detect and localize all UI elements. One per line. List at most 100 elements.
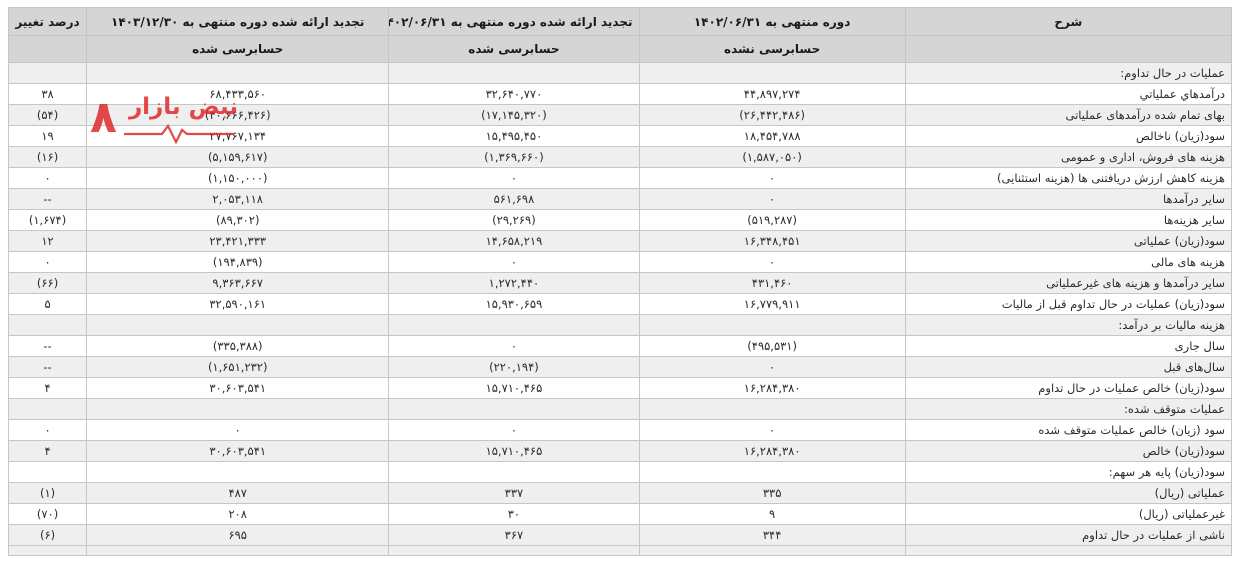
value-restated-interim — [388, 545, 640, 556]
value-period-unaudited: (۱,۵۸۷,۰۵۰) — [638, 146, 906, 168]
value-percent-change: ۰ — [7, 167, 88, 189]
value-percent-change: (۱۶) — [7, 146, 88, 168]
table-row: هزینه های فروش، اداری و عمومی (۱,۵۸۷,۰۵۰… — [7, 146, 1233, 168]
value-restated-interim: (۱۷,۱۴۵,۳۲۰) — [388, 104, 640, 126]
value-restated-interim — [388, 62, 640, 84]
value-restated-interim: ۱۵,۴۹۵,۴۵۰ — [388, 125, 640, 147]
row-label: سود (زیان) خالص عملیات متوقف شده — [904, 419, 1233, 441]
value-percent-change: (۱,۶۷۴) — [7, 209, 88, 231]
value-restated-annual: ۳۰,۶۰۳,۵۴۱ — [86, 440, 390, 462]
value-percent-change: -- — [7, 188, 88, 210]
value-restated-interim: ۳۳۷ — [388, 482, 640, 504]
table-header: شرح دوره منتهی به ۱۴۰۲/۰۶/۳۱ تجدید ارائه… — [7, 7, 1233, 63]
table-row: عملیاتی (ریال) ۳۳۵ ۳۳۷ ۴۸۷ (۱) — [7, 482, 1233, 504]
value-restated-annual — [86, 461, 390, 483]
value-period-unaudited: ۹ — [638, 503, 906, 525]
value-percent-change: -- — [7, 335, 88, 357]
value-percent-change: ۱۲ — [7, 230, 88, 252]
value-period-unaudited: ۳۴۴ — [638, 524, 906, 546]
value-restated-interim: ۰ — [388, 419, 640, 441]
value-restated-annual: ۶۹۵ — [86, 524, 390, 546]
value-restated-interim — [388, 398, 640, 420]
value-percent-change: (۱) — [7, 482, 88, 504]
row-label: هزینه های مالی — [904, 251, 1233, 273]
value-period-unaudited: (۵۱۹,۲۸۷) — [638, 209, 906, 231]
header-period-unaudited-date: دوره منتهی به ۱۴۰۲/۰۶/۳۱ — [638, 7, 906, 36]
table-row: سود(زیان) عملیاتی ۱۶,۳۴۸,۴۵۱ ۱۴,۶۵۸,۲۱۹ … — [7, 230, 1233, 252]
table-row: بهای تمام شده درآمدهای عملیاتی (۲۶,۴۴۲,۴… — [7, 104, 1233, 126]
value-percent-change: ۴ — [7, 440, 88, 462]
value-restated-interim: ۱۴,۶۵۸,۲۱۹ — [388, 230, 640, 252]
value-percent-change: -- — [7, 356, 88, 378]
value-restated-annual: ۹,۳۶۳,۶۶۷ — [86, 272, 390, 294]
value-period-unaudited — [638, 62, 906, 84]
value-restated-annual — [86, 545, 390, 556]
table-row: سایر درآمدها ۰ ۵۶۱,۶۹۸ ۲,۰۵۳,۱۱۸ -- — [7, 188, 1233, 210]
table-row: هزینه مالیات بر درآمد: — [7, 314, 1233, 336]
table-body: عملیات در حال تداوم: درآمدهاي عملياتي ۴۴… — [7, 62, 1233, 556]
value-percent-change: (۷۰) — [7, 503, 88, 525]
table-row: سایر هزینه‌ها (۵۱۹,۲۸۷) (۲۹,۲۶۹) (۸۹,۳۰۲… — [7, 209, 1233, 231]
value-restated-annual: (۸۹,۳۰۲) — [86, 209, 390, 231]
table-row: غیرعملیاتی (ریال) ۹ ۳۰ ۲۰۸ (۷۰) — [7, 503, 1233, 525]
value-period-unaudited: ۰ — [638, 356, 906, 378]
table-row: سود(زیان) خالص ۱۶,۲۸۴,۳۸۰ ۱۵,۷۱۰,۴۶۵ ۳۰,… — [7, 440, 1233, 462]
value-percent-change: (۶۶) — [7, 272, 88, 294]
value-restated-interim: ۳۲,۶۴۰,۷۷۰ — [388, 83, 640, 105]
row-label: هزینه های فروش، اداری و عمومی — [904, 146, 1233, 168]
value-percent-change — [7, 62, 88, 84]
value-period-unaudited — [638, 398, 906, 420]
value-restated-annual: ۲,۰۵۳,۱۱۸ — [86, 188, 390, 210]
value-period-unaudited: ۴۴,۸۹۷,۲۷۴ — [638, 83, 906, 105]
row-label: سود(زیان) عملیاتی — [904, 230, 1233, 252]
value-period-unaudited: ۰ — [638, 419, 906, 441]
row-label: سود(زیان) خالص — [904, 440, 1233, 462]
header-restated-annual-date: تجدید ارائه شده دوره منتهی به ۱۴۰۳/۱۲/۳۰ — [86, 7, 390, 36]
value-period-unaudited: ۴۳۱,۴۶۰ — [638, 272, 906, 294]
value-percent-change — [7, 398, 88, 420]
row-label: درآمدهاي عملياتي — [904, 83, 1233, 105]
value-period-unaudited: ۱۶,۲۸۴,۳۸۰ — [638, 440, 906, 462]
row-label: عملیات در حال تداوم: — [904, 62, 1233, 84]
table-row: سود (زیان) خالص عملیات متوقف شده ۰ ۰ ۰ ۰ — [7, 419, 1233, 441]
value-percent-change: ۴ — [7, 377, 88, 399]
value-restated-interim: ۱۵,۷۱۰,۴۶۵ — [388, 440, 640, 462]
value-restated-interim: (۱,۳۶۹,۶۶۰) — [388, 146, 640, 168]
table-row: سود(زیان) ناخالص ۱۸,۴۵۴,۷۸۸ ۱۵,۴۹۵,۴۵۰ ۲… — [7, 125, 1233, 147]
row-label: سود(زیان) خالص عملیات در حال تداوم — [904, 377, 1233, 399]
value-percent-change — [7, 461, 88, 483]
value-restated-interim: (۲۹,۲۶۹) — [388, 209, 640, 231]
value-period-unaudited: ۰ — [638, 167, 906, 189]
row-label: سود(زیان) عملیات در حال تداوم قبل از مال… — [904, 293, 1233, 315]
header-description: شرح — [904, 7, 1233, 36]
value-restated-annual: ۲۳,۴۲۱,۳۳۳ — [86, 230, 390, 252]
row-label: بهای تمام شده درآمدهای عملیاتی — [904, 104, 1233, 126]
table-row: سایر درآمدها و هزینه های غیرعملیاتی ۴۳۱,… — [7, 272, 1233, 294]
row-label — [904, 545, 1233, 556]
value-restated-interim: ۰ — [388, 335, 640, 357]
value-restated-annual: ۰ — [86, 419, 390, 441]
value-percent-change — [7, 545, 88, 556]
value-period-unaudited: ۱۶,۲۸۴,۳۸۰ — [638, 377, 906, 399]
header-description-empty — [904, 35, 1233, 63]
value-period-unaudited: (۲۶,۴۴۲,۴۸۶) — [638, 104, 906, 126]
value-restated-annual: ۲۰۸ — [86, 503, 390, 525]
value-period-unaudited: ۳۳۵ — [638, 482, 906, 504]
value-restated-annual: (۱۹۴,۸۳۹) — [86, 251, 390, 273]
value-percent-change — [7, 314, 88, 336]
value-period-unaudited — [638, 314, 906, 336]
row-label: سال‌های قبل — [904, 356, 1233, 378]
row-label: سایر درآمدها — [904, 188, 1233, 210]
row-label: عملیاتی (ریال) — [904, 482, 1233, 504]
row-label: سایر هزینه‌ها — [904, 209, 1233, 231]
header-restated-interim-status: حسابرسی شده — [388, 35, 640, 63]
value-restated-interim — [388, 461, 640, 483]
value-restated-annual: (۱,۶۵۱,۲۳۲) — [86, 356, 390, 378]
value-period-unaudited: ۱۸,۴۵۴,۷۸۸ — [638, 125, 906, 147]
value-restated-annual: (۵,۱۵۹,۶۱۷) — [86, 146, 390, 168]
value-percent-change: ۰ — [7, 251, 88, 273]
value-percent-change: ۳۸ — [7, 83, 88, 105]
value-period-unaudited — [638, 545, 906, 556]
income-statement-table: شرح دوره منتهی به ۱۴۰۲/۰۶/۳۱ تجدید ارائه… — [7, 7, 1233, 556]
